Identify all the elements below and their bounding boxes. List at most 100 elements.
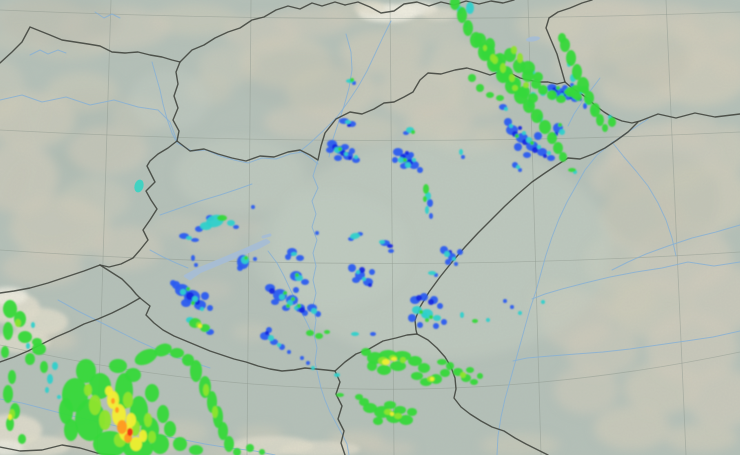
- radar-cell-bg: [123, 392, 133, 408]
- radar-cell-gr: [145, 384, 159, 402]
- radar-cell-bl: [369, 269, 375, 275]
- radar-cell-cy: [57, 395, 61, 399]
- radar-cell-cy: [425, 206, 429, 214]
- radar-cell-gr: [553, 142, 563, 154]
- radar-cell-bl: [207, 305, 213, 311]
- radar-cell-cy: [547, 151, 551, 155]
- border-ua-ro: [639, 112, 740, 122]
- radar-cell-ye: [430, 377, 434, 381]
- border-slo-hr: [0, 297, 141, 363]
- radar-cell-bl: [287, 350, 291, 354]
- radar-cell-bl: [429, 213, 433, 219]
- radar-cell-gr: [531, 79, 541, 89]
- lake-reservoir: [526, 36, 540, 42]
- radar-cell-gr: [477, 373, 483, 379]
- radar-cell-bg: [144, 413, 152, 427]
- lake-neusiedl: [134, 179, 144, 193]
- radar-cell-ye: [139, 430, 147, 442]
- radar-cell-gr: [547, 90, 557, 100]
- radar-cell-bg: [203, 384, 209, 396]
- radar-cell-gr: [539, 120, 551, 134]
- radar-cell-bg: [400, 357, 406, 363]
- river-maros: [512, 330, 740, 362]
- radar-cell-cy: [52, 362, 58, 370]
- radar-cell-gr: [530, 141, 534, 145]
- radar-cell-gr: [403, 158, 407, 162]
- radar-cell-cy: [311, 308, 317, 314]
- radar-cell-bl: [392, 157, 398, 163]
- radar-cell-gr: [570, 85, 580, 99]
- radar-cell-gr: [336, 393, 344, 397]
- radar-cell-bl: [583, 103, 587, 109]
- radar-cell-bg: [500, 63, 506, 73]
- radar-cell-gr: [40, 361, 48, 373]
- radar-cell-gr: [297, 304, 301, 308]
- radar-cell-gr: [154, 343, 172, 357]
- radar-cell-bl: [326, 147, 334, 153]
- radar-cell-bl: [461, 155, 465, 159]
- radar-cell-bl: [349, 148, 355, 154]
- radar-cell-gr: [440, 369, 450, 377]
- radar-cell-gr: [457, 7, 467, 23]
- radar-cell-gr: [602, 124, 608, 132]
- radar-cell-gr: [3, 300, 17, 318]
- radar-cell-cy: [444, 251, 450, 257]
- radar-cell-bl: [315, 231, 319, 235]
- radar-cell-cy: [459, 149, 463, 155]
- radar-cell-bg: [492, 56, 498, 64]
- radar-cell-gr: [468, 74, 476, 82]
- radar-cell-cy: [466, 2, 474, 14]
- radar-cell-gr: [186, 287, 190, 291]
- radar-cell-cy: [516, 165, 520, 169]
- radar-cell-gr: [76, 359, 96, 383]
- radar-cell-cy: [522, 131, 526, 135]
- radar-cell-cy: [277, 343, 281, 347]
- radar-cell-cy: [311, 366, 315, 370]
- radar-cell-bl: [388, 249, 394, 253]
- radar-cell-db: [543, 154, 547, 158]
- radar-cell-ye: [390, 412, 394, 416]
- radar-cell-db: [405, 151, 409, 155]
- radar-cell-gr: [393, 351, 411, 361]
- radar-cell-rd: [127, 428, 133, 436]
- radar-cell-gr: [596, 114, 604, 126]
- radar-cell-bg: [212, 406, 218, 418]
- river-zala: [149, 249, 189, 269]
- radar-cell-cy: [291, 252, 297, 256]
- border-at-slo: [0, 264, 101, 294]
- radar-cell-gr: [515, 134, 519, 138]
- radar-cell-bl: [300, 356, 304, 360]
- border-hr-srb: [334, 370, 346, 455]
- radar-cell-gr: [423, 196, 427, 202]
- radar-cell-bl: [201, 292, 209, 300]
- radar-cell-gr: [559, 152, 567, 162]
- radar-cell-bg: [523, 82, 529, 88]
- radar-cell-bl: [510, 305, 514, 309]
- radar-cell-gr: [32, 343, 46, 355]
- radar-cell-bl: [514, 143, 522, 151]
- radar-cell-gr: [363, 403, 377, 413]
- radar-cell-gr: [217, 215, 227, 221]
- radar-cell-cy: [180, 289, 186, 295]
- radar-cell-gr: [6, 417, 14, 431]
- radar-cell-gr: [8, 370, 16, 384]
- radar-cell-gr: [425, 318, 429, 322]
- radar-cell-cy: [433, 315, 441, 321]
- river-sio: [267, 250, 314, 337]
- river-czech-north: [94, 11, 121, 19]
- border-hu-srb: [334, 333, 418, 372]
- radar-cell-gr: [64, 419, 78, 441]
- radar-cell-bl: [437, 303, 443, 309]
- radar-cell-bl: [518, 168, 522, 172]
- radar-cell-ye: [126, 413, 136, 427]
- radar-cell-gr: [558, 123, 562, 127]
- radar-cell-db: [387, 244, 393, 248]
- radar-cell-bl: [296, 255, 304, 261]
- border-at-hu: [99, 140, 178, 268]
- radar-cell-gr: [224, 436, 234, 452]
- radar-cell-gr: [359, 398, 369, 406]
- radar-cell-gr: [259, 449, 265, 455]
- radar-cell-gr: [190, 360, 202, 382]
- graticule-parallel: [0, 129, 740, 141]
- radar-cell-bl: [233, 225, 239, 229]
